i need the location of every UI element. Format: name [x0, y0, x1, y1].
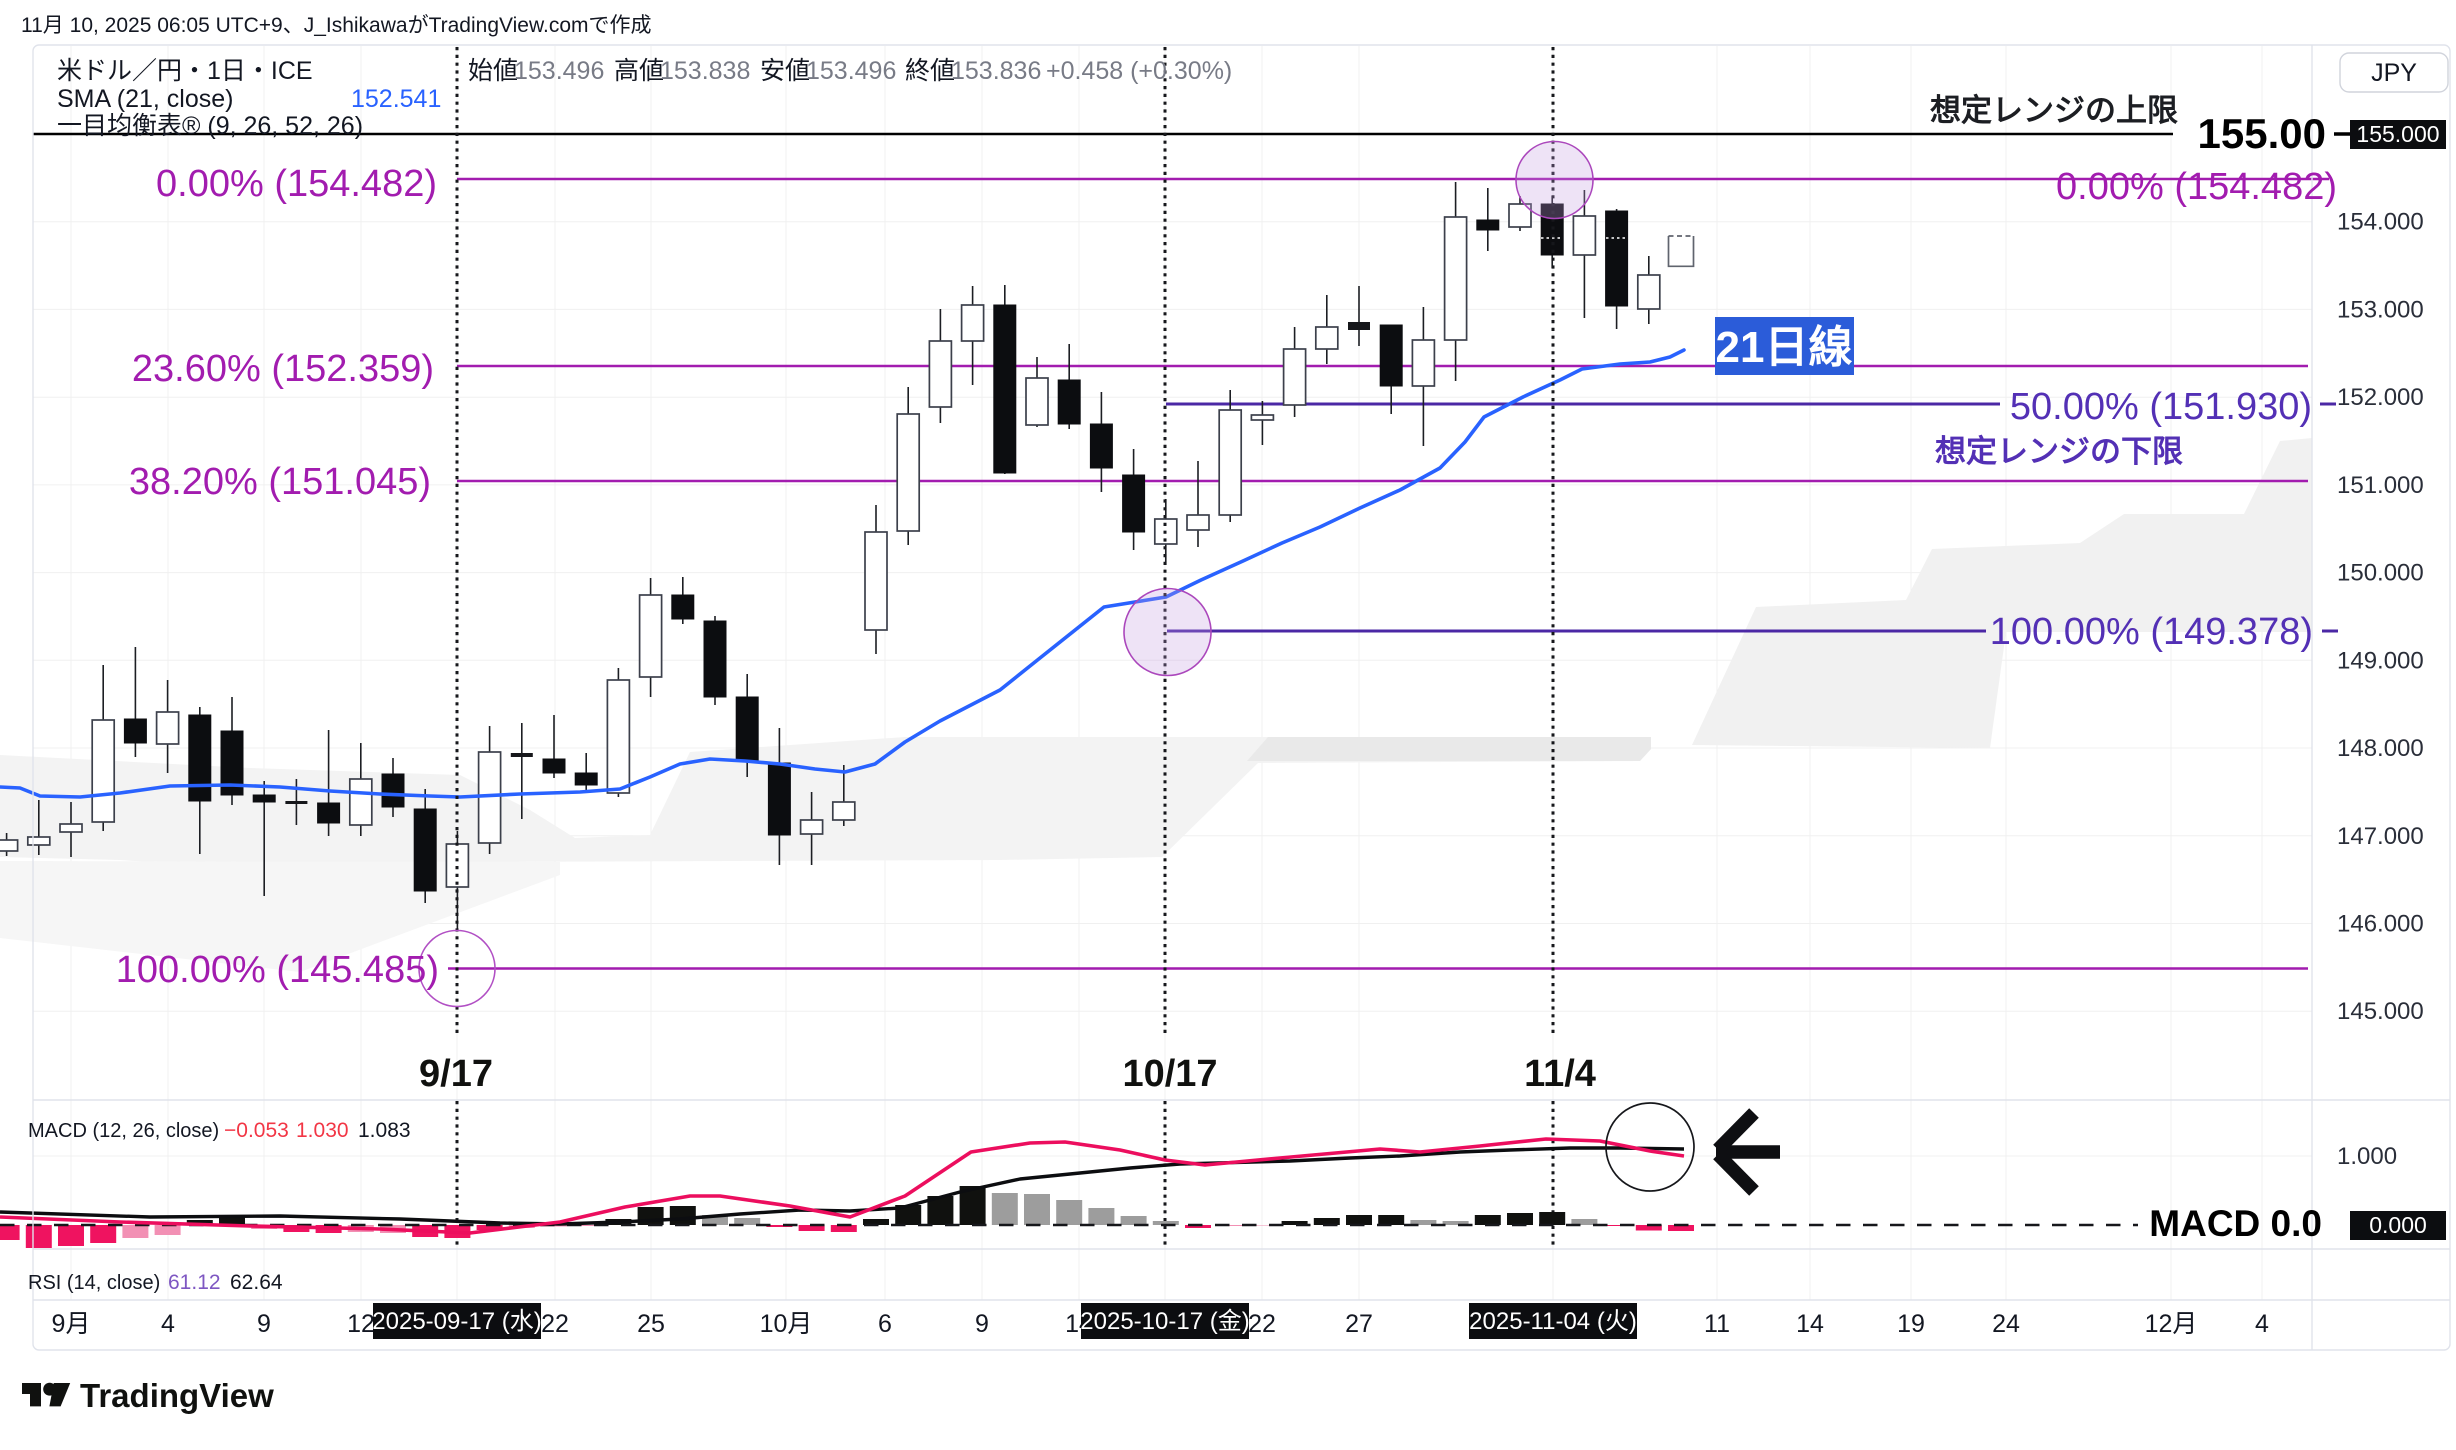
- svg-text:23.60% (152.359): 23.60% (152.359): [132, 348, 434, 390]
- svg-text:27: 27: [1345, 1310, 1373, 1338]
- svg-text:153.836: 153.836: [951, 57, 1041, 85]
- svg-text:10月: 10月: [760, 1310, 813, 1338]
- svg-text:2025-10-17 (金): 2025-10-17 (金): [1080, 1308, 1249, 1335]
- svg-text:100.00% (145.485): 100.00% (145.485): [116, 949, 439, 991]
- svg-text:22: 22: [541, 1310, 569, 1338]
- svg-text:14: 14: [1796, 1310, 1824, 1338]
- svg-text:153.000: 153.000: [2337, 296, 2424, 323]
- svg-text:38.20% (151.045): 38.20% (151.045): [129, 461, 431, 503]
- svg-text:155.00: 155.00: [2198, 110, 2326, 157]
- svg-text:想定レンジの上限: 想定レンジの上限: [1930, 93, 2178, 128]
- svg-text:2025-11-04 (火): 2025-11-04 (火): [1469, 1308, 1637, 1335]
- svg-text:11/4: 11/4: [1524, 1053, 1596, 1095]
- svg-text:153.496: 153.496: [514, 57, 604, 85]
- svg-text:9: 9: [257, 1310, 271, 1338]
- svg-text:1.000: 1.000: [2337, 1143, 2397, 1170]
- svg-text:高値: 高値: [614, 57, 664, 85]
- svg-text:25: 25: [637, 1310, 665, 1338]
- svg-text:MACD (12, 26, close): MACD (12, 26, close): [28, 1120, 219, 1142]
- svg-text:1.030: 1.030: [296, 1119, 349, 1142]
- svg-text:2025-09-17 (水): 2025-09-17 (水): [372, 1308, 541, 1335]
- svg-text:100.00% (149.378): 100.00% (149.378): [1990, 611, 2313, 653]
- svg-text:0.000: 0.000: [2369, 1212, 2427, 1238]
- svg-text:−0.053: −0.053: [224, 1119, 289, 1142]
- svg-text:終値: 終値: [905, 57, 955, 85]
- svg-text:一目均衡表® (9, 26, 52, 26): 一目均衡表® (9, 26, 52, 26): [57, 112, 363, 140]
- svg-text:153.496: 153.496: [806, 57, 896, 85]
- svg-text:4: 4: [2255, 1310, 2269, 1338]
- svg-text:11: 11: [1704, 1310, 1730, 1338]
- svg-text:146.000: 146.000: [2337, 910, 2424, 937]
- svg-text:9月: 9月: [52, 1310, 91, 1338]
- svg-text:61.12: 61.12: [168, 1271, 221, 1294]
- svg-text:6: 6: [878, 1310, 892, 1338]
- svg-text:148.000: 148.000: [2337, 735, 2424, 762]
- svg-text:154.000: 154.000: [2337, 209, 2424, 236]
- svg-text:10/17: 10/17: [1122, 1053, 1217, 1095]
- svg-text:JPY: JPY: [2371, 59, 2417, 87]
- svg-text:22: 22: [1248, 1310, 1276, 1338]
- svg-text:米ドル／円・1日・ICE: 米ドル／円・1日・ICE: [57, 57, 313, 85]
- svg-text:1.083: 1.083: [358, 1119, 411, 1142]
- svg-text:想定レンジの下限: 想定レンジの下限: [1935, 434, 2183, 469]
- svg-text:+0.458 (+0.30%): +0.458 (+0.30%): [1046, 57, 1232, 85]
- svg-text:153.838: 153.838: [660, 57, 750, 85]
- svg-text:12: 12: [347, 1310, 375, 1338]
- svg-text:155.000: 155.000: [2356, 121, 2439, 147]
- svg-text:MACD 0.0: MACD 0.0: [2149, 1203, 2322, 1244]
- svg-text:TradingView: TradingView: [80, 1377, 274, 1414]
- svg-text:21日線: 21日線: [1716, 323, 1853, 372]
- svg-text:152.541: 152.541: [351, 85, 441, 113]
- svg-text:12月: 12月: [2145, 1310, 2198, 1338]
- svg-text:149.000: 149.000: [2337, 647, 2424, 674]
- svg-text:19: 19: [1897, 1310, 1925, 1338]
- svg-text:SMA (21, close): SMA (21, close): [57, 85, 233, 113]
- svg-text:151.000: 151.000: [2337, 472, 2424, 499]
- svg-text:24: 24: [1992, 1310, 2020, 1338]
- svg-text:50.00% (151.930): 50.00% (151.930): [2010, 386, 2312, 428]
- svg-text:147.000: 147.000: [2337, 823, 2424, 850]
- svg-text:4: 4: [161, 1310, 175, 1338]
- svg-text:9/17: 9/17: [419, 1053, 493, 1095]
- svg-text:11月 10, 2025 06:05 UTC+9、J_Ish: 11月 10, 2025 06:05 UTC+9、J_IshikawaがTrad…: [21, 14, 652, 37]
- svg-text:安値: 安値: [760, 57, 810, 85]
- svg-text:145.000: 145.000: [2337, 998, 2424, 1025]
- svg-text:0.00% (154.482): 0.00% (154.482): [156, 163, 437, 205]
- svg-text:150.000: 150.000: [2337, 560, 2424, 587]
- svg-text:152.000: 152.000: [2337, 384, 2424, 411]
- svg-text:始値: 始値: [468, 57, 518, 85]
- svg-text:0.00% (154.482): 0.00% (154.482): [2056, 166, 2337, 208]
- svg-text:62.64: 62.64: [230, 1271, 283, 1294]
- svg-text:RSI (14, close): RSI (14, close): [28, 1272, 160, 1294]
- svg-text:9: 9: [975, 1310, 989, 1338]
